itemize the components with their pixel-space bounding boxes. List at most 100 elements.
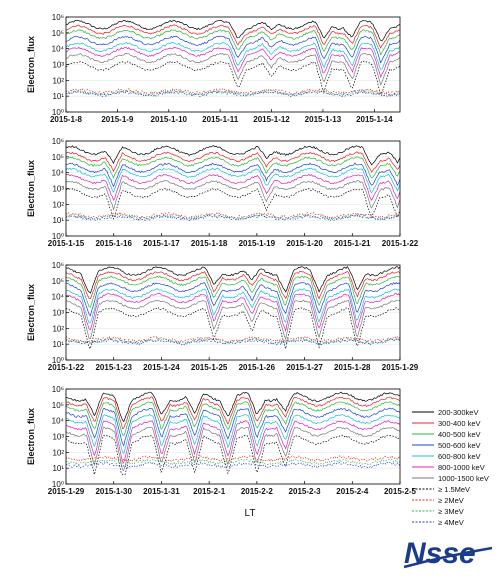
series-line-7 xyxy=(65,180,401,211)
x-axis-title: LT xyxy=(245,508,256,519)
series-line-6 xyxy=(65,420,401,463)
legend-label: 800-1000 keV xyxy=(438,463,485,472)
x-tick-label: 2015-1-25 xyxy=(191,363,228,372)
series-line-5 xyxy=(65,41,401,70)
y-tick-label: 10¹ xyxy=(52,340,64,349)
x-tick-label: 2015-2-3 xyxy=(289,487,322,496)
x-tick-label: 2015-1-24 xyxy=(143,363,180,372)
series-line-4 xyxy=(65,281,401,317)
x-tick-label: 2015-1-15 xyxy=(48,239,85,248)
legend: 200-300keV 300-400 keV 400-500 keV 500-600 … xyxy=(412,408,489,527)
legend-label: 500-600 keV xyxy=(438,441,481,450)
legend-label: 1000-1500 keV xyxy=(438,474,489,483)
x-tick-label: 2015-1-19 xyxy=(239,239,276,248)
x-tick-label: 2015-1-12 xyxy=(253,115,290,124)
series-line-4 xyxy=(66,407,401,447)
y-axis-label: Electron_flux xyxy=(26,36,36,93)
series-line-10 xyxy=(65,337,401,345)
legend-item: 1000-1500 keV xyxy=(412,474,489,483)
legend-item: 800-1000 keV xyxy=(412,463,485,472)
series-line-2 xyxy=(65,270,401,300)
series-line-1 xyxy=(66,265,401,294)
y-tick-label: 10⁵ xyxy=(52,277,64,286)
legend-item: ≥ 4MeV xyxy=(412,518,464,527)
y-tick-label: 10⁰ xyxy=(52,108,64,117)
legend-label: 200-300keV xyxy=(438,408,478,417)
y-tick-label: 10³ xyxy=(52,185,64,194)
x-tick-label: 2015-1-26 xyxy=(239,363,276,372)
legend-item: 300-400 keV xyxy=(412,419,481,428)
y-tick-label: 10⁴ xyxy=(52,417,65,426)
x-tick-label: 2015-1-10 xyxy=(151,115,188,124)
x-tick-label: 2015-1-17 xyxy=(143,239,180,248)
series-line-11 xyxy=(65,214,401,222)
series-line-5 xyxy=(66,288,401,324)
x-tick-label: 2015-1-27 xyxy=(286,363,323,372)
x-tick-label: 2015-1-11 xyxy=(202,115,239,124)
series-line-11 xyxy=(65,90,401,98)
x-tick-label: 2015-1-31 xyxy=(143,487,180,496)
series-line-2 xyxy=(65,24,401,49)
series-line-3 xyxy=(65,401,401,437)
x-tick-label: 2015-2-5 xyxy=(384,487,417,496)
legend-label: 300-400 keV xyxy=(438,419,481,428)
x-tick-label: 2015-1-28 xyxy=(334,363,371,372)
y-tick-label: 10² xyxy=(52,448,64,457)
series-line-4 xyxy=(65,35,401,64)
series-line-1 xyxy=(66,19,401,42)
series-line-2 xyxy=(65,151,401,173)
series-line-1 xyxy=(65,145,401,166)
chart-panel-4: 10⁰ 10¹ 10² 10³ 10⁴ 10⁵ 10⁶ 2015-1-29 2015-1-30 2… xyxy=(26,385,417,496)
series-line-3 xyxy=(65,156,401,179)
series-line-8 xyxy=(65,60,401,96)
y-axis-label: Electron_flux xyxy=(26,284,36,341)
series-line-11 xyxy=(65,461,401,469)
y-tick-label: 10⁶ xyxy=(52,385,64,394)
y-tick-label: 10¹ xyxy=(52,216,64,225)
y-tick-label: 10³ xyxy=(52,309,64,318)
y-tick-label: 10³ xyxy=(52,433,64,442)
legend-label: ≥ 4MeV xyxy=(438,518,464,527)
y-tick-label: 10⁰ xyxy=(52,480,64,489)
x-tick-label: 2015-1-29 xyxy=(382,363,419,372)
legend-item: 400-500 keV xyxy=(412,430,481,439)
series-line-8 xyxy=(65,187,401,220)
y-tick-label: 10⁶ xyxy=(52,13,64,22)
x-tick-label: 2015-1-8 xyxy=(50,115,83,124)
series-line-9 xyxy=(65,455,401,463)
logo-swoosh xyxy=(403,546,493,569)
x-tick-label: 2015-1-9 xyxy=(101,115,134,124)
series-line-3 xyxy=(65,29,401,56)
x-tick-label: 2015-2-2 xyxy=(241,487,274,496)
y-tick-label: 10⁵ xyxy=(52,153,64,162)
x-tick-label: 2015-1-13 xyxy=(305,115,342,124)
y-tick-label: 10⁰ xyxy=(52,232,64,241)
x-tick-label: 2015-1-22 xyxy=(48,363,85,372)
y-tick-label: 10² xyxy=(52,76,64,85)
legend-item: ≥ 3MeV xyxy=(412,507,464,516)
x-tick-label: 2015-1-21 xyxy=(334,239,371,248)
chart-panel-3: 10⁰ 10¹ 10² 10³ 10⁴ 10⁵ 10⁶ 2015-1-22 2015-1-23 2… xyxy=(26,261,419,372)
y-tick-label: 10⁴ xyxy=(52,293,65,302)
series-line-6 xyxy=(65,173,401,201)
y-axis-label: Electron_flux xyxy=(26,160,36,217)
legend-label: ≥ 1.5MeV xyxy=(438,485,470,494)
y-tick-label: 10¹ xyxy=(52,464,64,473)
legend-label: ≥ 3MeV xyxy=(438,507,464,516)
x-tick-label: 2015-2-1 xyxy=(193,487,226,496)
series-line-11 xyxy=(65,338,401,346)
legend-label: 600-800 keV xyxy=(438,452,481,461)
panels: 10⁰ 10¹ 10² 10³ 10⁴ 10⁵ 10⁶ 2015-1-8 2015-1-9 201… xyxy=(26,13,419,496)
series-line-7 xyxy=(65,52,401,86)
x-tick-label: 2015-2-4 xyxy=(336,487,369,496)
x-tick-label: 2015-1-23 xyxy=(95,363,132,372)
legend-item: 200-300keV xyxy=(412,408,478,417)
series-line-9 xyxy=(65,336,401,343)
series-line-8 xyxy=(65,434,401,476)
legend-label: ≥ 2MeV xyxy=(438,496,464,505)
series-line-10 xyxy=(65,89,401,97)
y-tick-label: 10³ xyxy=(52,61,64,70)
series-line-10 xyxy=(65,458,401,466)
